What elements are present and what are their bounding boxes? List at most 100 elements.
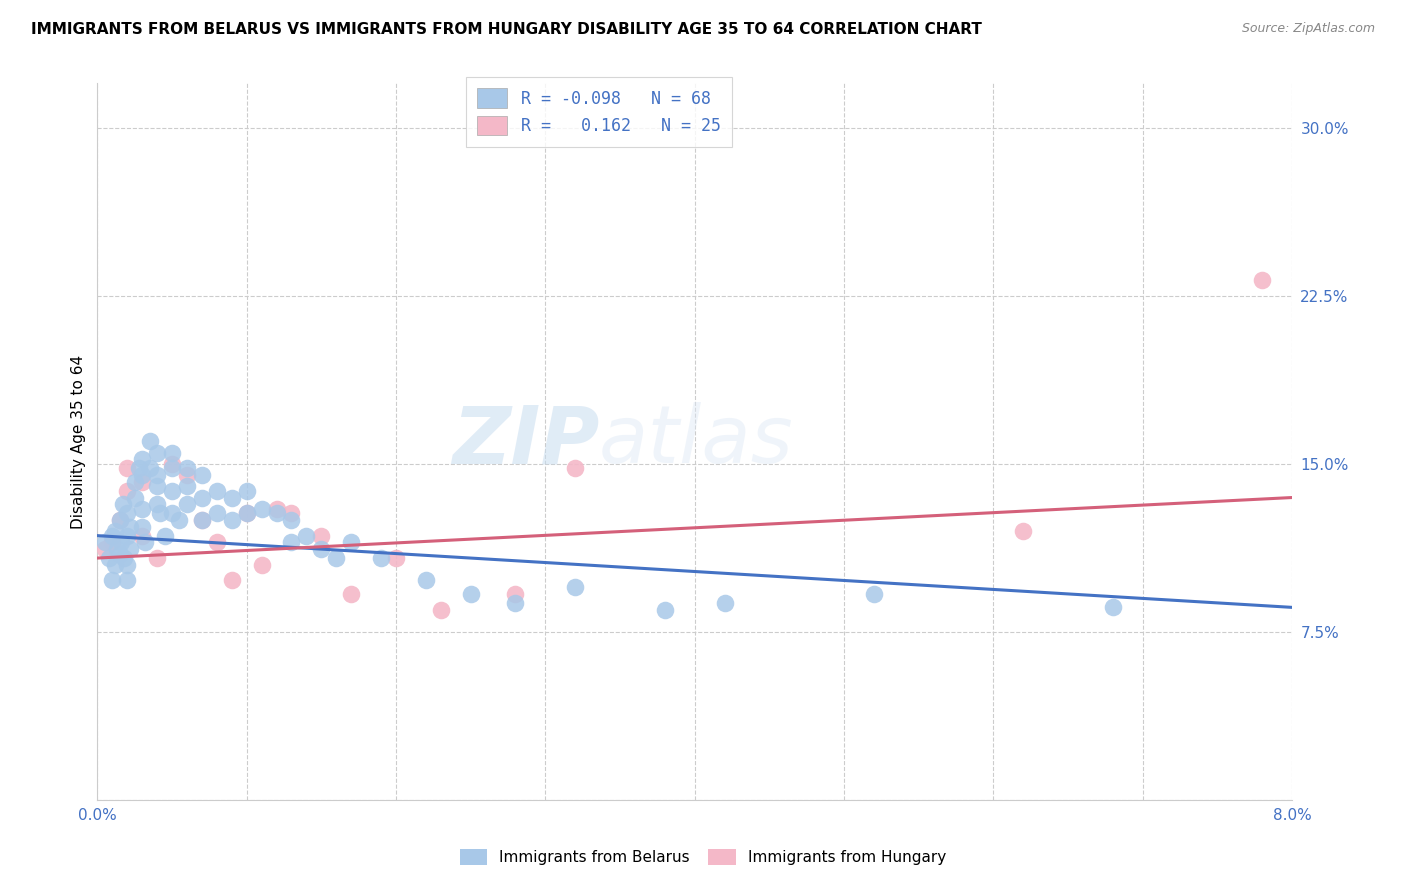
Point	[176, 468, 198, 483]
Point	[295, 528, 318, 542]
Point	[280, 535, 302, 549]
Point	[134, 535, 156, 549]
Point	[221, 513, 243, 527]
Point	[128, 461, 150, 475]
Point	[191, 513, 214, 527]
Point	[176, 479, 198, 493]
Point	[191, 513, 214, 527]
Point	[115, 574, 138, 588]
Point	[311, 528, 333, 542]
Point	[505, 587, 527, 601]
Point	[863, 587, 886, 601]
Point	[124, 491, 146, 505]
Legend: Immigrants from Belarus, Immigrants from Hungary: Immigrants from Belarus, Immigrants from…	[454, 843, 952, 871]
Point	[340, 587, 363, 601]
Point	[138, 461, 160, 475]
Point	[110, 535, 132, 549]
Point	[654, 602, 676, 616]
Point	[104, 558, 127, 572]
Point	[564, 580, 586, 594]
Point	[108, 513, 131, 527]
Point	[235, 506, 257, 520]
Point	[205, 483, 228, 498]
Point	[108, 513, 131, 527]
Legend: R = -0.098   N = 68, R =   0.162   N = 25: R = -0.098 N = 68, R = 0.162 N = 25	[465, 77, 733, 147]
Point	[266, 506, 288, 520]
Point	[1251, 273, 1274, 287]
Point	[176, 497, 198, 511]
Point	[124, 475, 146, 489]
Point	[160, 446, 183, 460]
Point	[311, 542, 333, 557]
Point	[1101, 600, 1123, 615]
Point	[120, 542, 142, 557]
Point	[101, 535, 124, 549]
Text: ZIP: ZIP	[451, 402, 599, 481]
Point	[138, 434, 160, 449]
Point	[505, 596, 527, 610]
Point	[564, 461, 586, 475]
Point	[169, 513, 191, 527]
Point	[191, 491, 214, 505]
Point	[221, 574, 243, 588]
Point	[101, 528, 124, 542]
Point	[111, 497, 134, 511]
Point	[205, 535, 228, 549]
Point	[430, 602, 453, 616]
Point	[221, 491, 243, 505]
Point	[153, 528, 176, 542]
Point	[460, 587, 482, 601]
Point	[250, 501, 273, 516]
Point	[191, 468, 214, 483]
Point	[115, 483, 138, 498]
Point	[146, 479, 169, 493]
Point	[340, 535, 363, 549]
Point	[131, 528, 153, 542]
Point	[146, 551, 169, 566]
Point	[325, 551, 347, 566]
Point	[370, 551, 392, 566]
Point	[98, 551, 121, 566]
Point	[713, 596, 735, 610]
Point	[146, 468, 169, 483]
Point	[205, 506, 228, 520]
Point	[235, 483, 257, 498]
Point	[149, 506, 172, 520]
Point	[115, 461, 138, 475]
Point	[415, 574, 437, 588]
Point	[250, 558, 273, 572]
Text: IMMIGRANTS FROM BELARUS VS IMMIGRANTS FROM HUNGARY DISABILITY AGE 35 TO 64 CORRE: IMMIGRANTS FROM BELARUS VS IMMIGRANTS FR…	[31, 22, 981, 37]
Point	[160, 506, 183, 520]
Point	[280, 513, 302, 527]
Point	[131, 501, 153, 516]
Point	[94, 535, 117, 549]
Point	[131, 452, 153, 467]
Point	[131, 519, 153, 533]
Point	[235, 506, 257, 520]
Point	[120, 519, 142, 533]
Y-axis label: Disability Age 35 to 64: Disability Age 35 to 64	[72, 354, 86, 529]
Point	[101, 574, 124, 588]
Point	[94, 542, 117, 557]
Point	[115, 558, 138, 572]
Point	[160, 483, 183, 498]
Text: Source: ZipAtlas.com: Source: ZipAtlas.com	[1241, 22, 1375, 36]
Point	[146, 497, 169, 511]
Point	[1012, 524, 1035, 538]
Text: atlas: atlas	[599, 402, 794, 481]
Point	[385, 551, 408, 566]
Point	[160, 457, 183, 471]
Point	[115, 506, 138, 520]
Point	[160, 461, 183, 475]
Point	[131, 468, 153, 483]
Point	[176, 461, 198, 475]
Point	[146, 446, 169, 460]
Point	[108, 547, 131, 561]
Point	[131, 475, 153, 489]
Point	[115, 528, 138, 542]
Point	[104, 524, 127, 538]
Point	[105, 542, 128, 557]
Point	[112, 551, 135, 566]
Point	[280, 506, 302, 520]
Point	[266, 501, 288, 516]
